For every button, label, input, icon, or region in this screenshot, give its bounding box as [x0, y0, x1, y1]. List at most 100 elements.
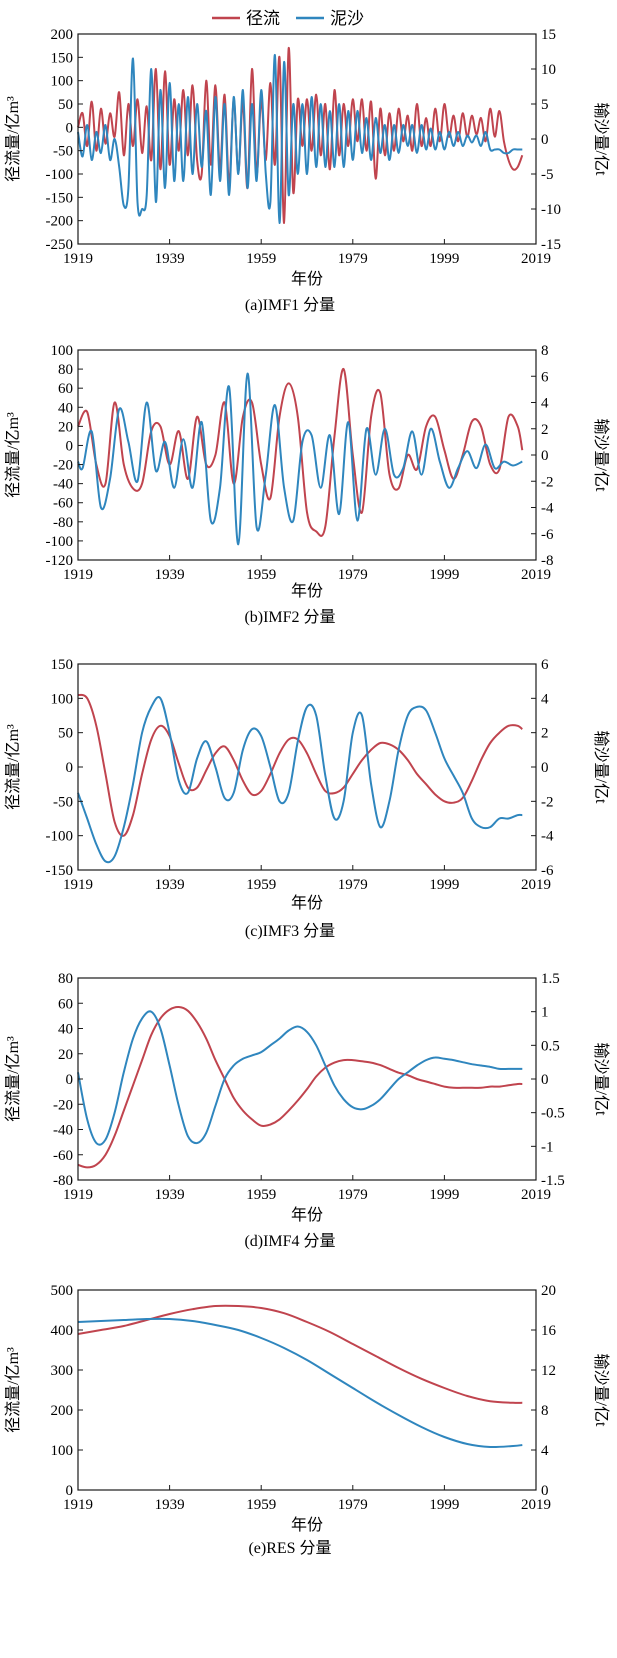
x-axis-label: 年份 [291, 894, 323, 912]
sediment-series-line [77, 53, 523, 225]
y-right-tick-label: -8 [541, 553, 554, 569]
x-tick-label: 1999 [429, 251, 459, 267]
sediment-series-line [77, 1010, 523, 1146]
x-tick-label: 1979 [338, 1497, 368, 1513]
y-left-tick-label: 100 [51, 343, 74, 359]
y-right-tick-label: 0 [541, 448, 549, 464]
x-tick-label: 1919 [63, 567, 93, 583]
y-left-tick-label: 80 [58, 362, 73, 378]
x-tick-label: 1939 [155, 251, 185, 267]
y-right-tick-label: -5 [541, 167, 554, 183]
y-left-tick-label: 20 [58, 1047, 73, 1063]
panel-caption: (c)IMF3 分量 [245, 922, 335, 940]
y-left-tick-label: 40 [58, 1022, 73, 1038]
x-tick-label: 1919 [63, 251, 93, 267]
y-left-tick-label: -80 [53, 1173, 73, 1189]
y-left-tick-label: -50 [53, 144, 73, 160]
y-right-tick-label: 1 [541, 1005, 549, 1021]
y-left-tick-label: -200 [46, 214, 74, 230]
y-left-tick-label: 200 [51, 1403, 74, 1419]
y-left-tick-label: 80 [58, 971, 73, 987]
y-left-tick-label: 100 [51, 74, 74, 90]
x-tick-label: 1919 [63, 877, 93, 893]
y-right-tick-label: -0.5 [541, 1106, 565, 1122]
y-left-tick-label: -50 [53, 794, 73, 810]
y-left-axis-label: 径流量/亿m³ [4, 96, 22, 182]
y-left-tick-label: -40 [53, 1123, 73, 1139]
y-right-tick-label: 4 [541, 691, 549, 707]
chart-panel-b: 1919 1939 1959 1979 1999 2019-120-100-80-60-4… [4, 343, 610, 626]
y-right-tick-label: -2 [541, 794, 554, 810]
legend-runoff-label: 径流 [246, 9, 280, 29]
y-right-tick-label: 0.5 [541, 1038, 560, 1054]
y-right-tick-label: 2 [541, 726, 549, 742]
y-right-axis-label: 输沙量/亿t [592, 1043, 610, 1116]
x-tick-label: 1959 [246, 877, 276, 893]
y-left-tick-label: 0 [66, 760, 74, 776]
y-right-tick-label: 2 [541, 422, 549, 438]
runoff-series-line [77, 368, 524, 537]
y-left-tick-label: 200 [51, 27, 74, 43]
y-right-tick-label: -6 [541, 527, 554, 543]
legend: 径流 泥沙 [212, 9, 364, 29]
x-tick-label: 1959 [246, 1187, 276, 1203]
sediment-series-line [77, 372, 523, 546]
y-left-tick-label: -80 [53, 515, 73, 531]
y-right-tick-label: 15 [541, 27, 556, 43]
y-right-tick-label: 0 [541, 132, 549, 148]
x-tick-label: 1979 [338, 251, 368, 267]
y-left-tick-label: 300 [51, 1363, 74, 1379]
y-right-tick-label: -4 [541, 501, 554, 517]
y-right-tick-label: 12 [541, 1363, 556, 1379]
y-left-tick-label: 100 [51, 1443, 74, 1459]
y-right-axis-label: 输沙量/亿t [592, 103, 610, 176]
x-tick-label: 1959 [246, 1497, 276, 1513]
legend-sediment-label: 泥沙 [330, 9, 364, 29]
y-right-tick-label: 1.5 [541, 971, 560, 987]
runoff-series-line [77, 693, 523, 837]
y-left-tick-label: -20 [53, 458, 73, 474]
panel-caption: (e)RES 分量 [248, 1539, 331, 1557]
x-tick-label: 2019 [521, 877, 551, 893]
x-tick-label: 1979 [338, 877, 368, 893]
y-left-tick-label: 500 [51, 1283, 74, 1299]
y-right-tick-label: -6 [541, 863, 554, 879]
y-right-axis-label: 输沙量/亿t [592, 731, 610, 804]
x-tick-label: 1919 [63, 1187, 93, 1203]
y-left-tick-label: 100 [51, 691, 74, 707]
y-left-tick-label: 0 [66, 120, 74, 136]
y-right-tick-label: 20 [541, 1283, 556, 1299]
x-tick-label: 2019 [521, 1497, 551, 1513]
runoff-series-line [77, 46, 524, 225]
x-tick-label: 1999 [429, 567, 459, 583]
x-tick-label: 1919 [63, 1497, 93, 1513]
y-left-tick-label: -150 [46, 863, 74, 879]
plot-frame [77, 663, 537, 871]
y-left-tick-label: -40 [53, 477, 73, 493]
chart-panel-a: 1919 1939 1959 1979 1999 2019-250-200-150-100… [4, 27, 610, 314]
y-right-tick-label: 6 [541, 369, 549, 385]
plot-frame [77, 33, 537, 245]
y-left-tick-label: -250 [46, 237, 74, 253]
plot-frame [77, 977, 537, 1181]
y-left-tick-label: 150 [51, 657, 74, 673]
sediment-series-line [77, 696, 523, 864]
chart-panel-d: 1919 1939 1959 1979 1999 2019 -80 -60 -40 -20 0 20 4… [4, 971, 610, 1250]
panel-caption: (b)IMF2 分量 [244, 608, 335, 626]
x-axis-label: 年份 [291, 270, 323, 288]
x-tick-label: 1999 [429, 1187, 459, 1203]
y-left-tick-label: 60 [58, 381, 73, 397]
y-right-tick-label: 16 [541, 1323, 557, 1339]
x-tick-label: 2019 [521, 251, 551, 267]
x-axis-label: 年份 [291, 1206, 323, 1224]
y-left-tick-label: -120 [46, 553, 74, 569]
y-right-tick-label: 0 [541, 1072, 549, 1088]
y-right-axis-label: 输沙量/亿t [592, 419, 610, 492]
y-right-tick-label: 0 [541, 1483, 549, 1499]
x-tick-label: 1979 [338, 567, 368, 583]
y-left-tick-label: -100 [46, 829, 74, 845]
y-left-tick-label: -60 [53, 1148, 73, 1164]
x-tick-label: 1939 [155, 877, 185, 893]
y-left-tick-label: 20 [58, 419, 73, 435]
